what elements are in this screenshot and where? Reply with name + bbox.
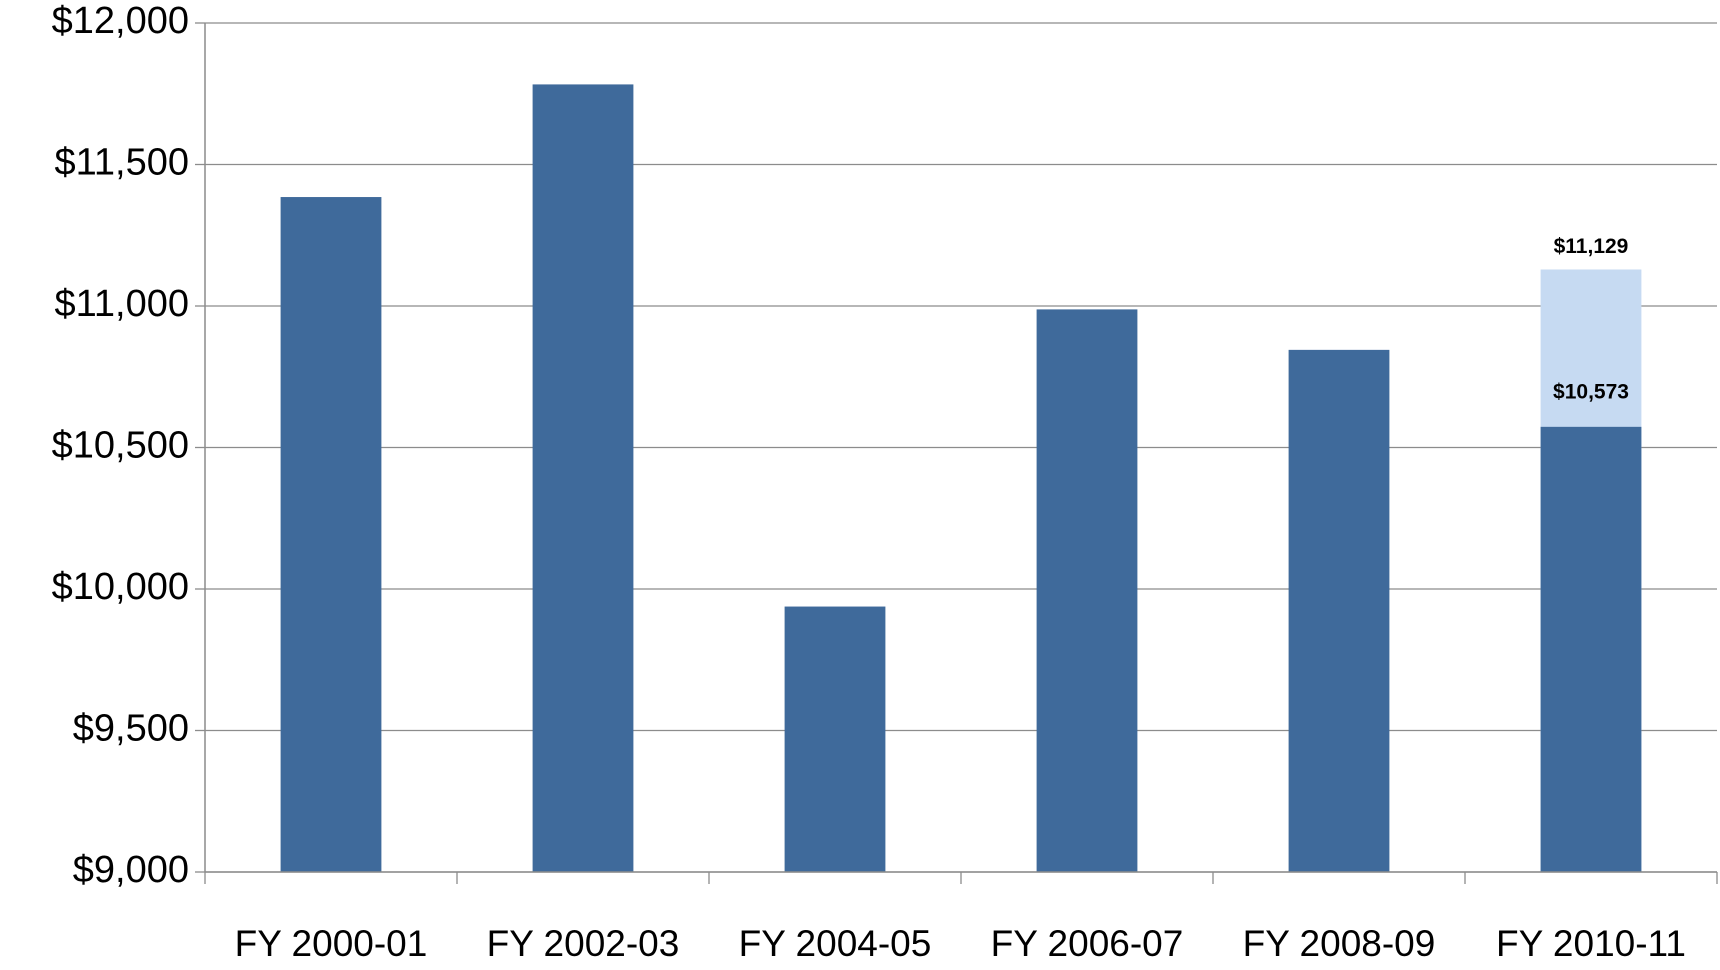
bar — [1540, 426, 1642, 872]
x-tick-label: FY 2002-03 — [487, 923, 680, 964]
bar — [532, 84, 634, 872]
x-tick-label: FY 2008-09 — [1243, 923, 1436, 964]
y-tick-label: $10,500 — [52, 425, 189, 467]
data-label: $10,573 — [1553, 380, 1629, 403]
x-tick-label: FY 2006-07 — [991, 923, 1184, 964]
data-label: $11,129 — [1554, 235, 1629, 258]
y-tick-label: $10,000 — [52, 566, 189, 608]
bar — [784, 606, 886, 872]
y-tick-label: $11,500 — [54, 142, 189, 184]
x-tick-label: FY 2004-05 — [739, 923, 932, 964]
y-tick-label: $9,000 — [73, 849, 189, 891]
y-tick-label: $9,500 — [73, 708, 189, 750]
x-tick-label: FY 2000-01 — [235, 923, 428, 964]
bar — [1288, 349, 1390, 872]
x-tick-label: FY 2010-11 — [1496, 923, 1686, 964]
bar — [1036, 309, 1138, 872]
y-tick-label: $11,000 — [54, 283, 189, 325]
bar — [280, 197, 382, 873]
y-tick-label: $12,000 — [52, 0, 189, 42]
